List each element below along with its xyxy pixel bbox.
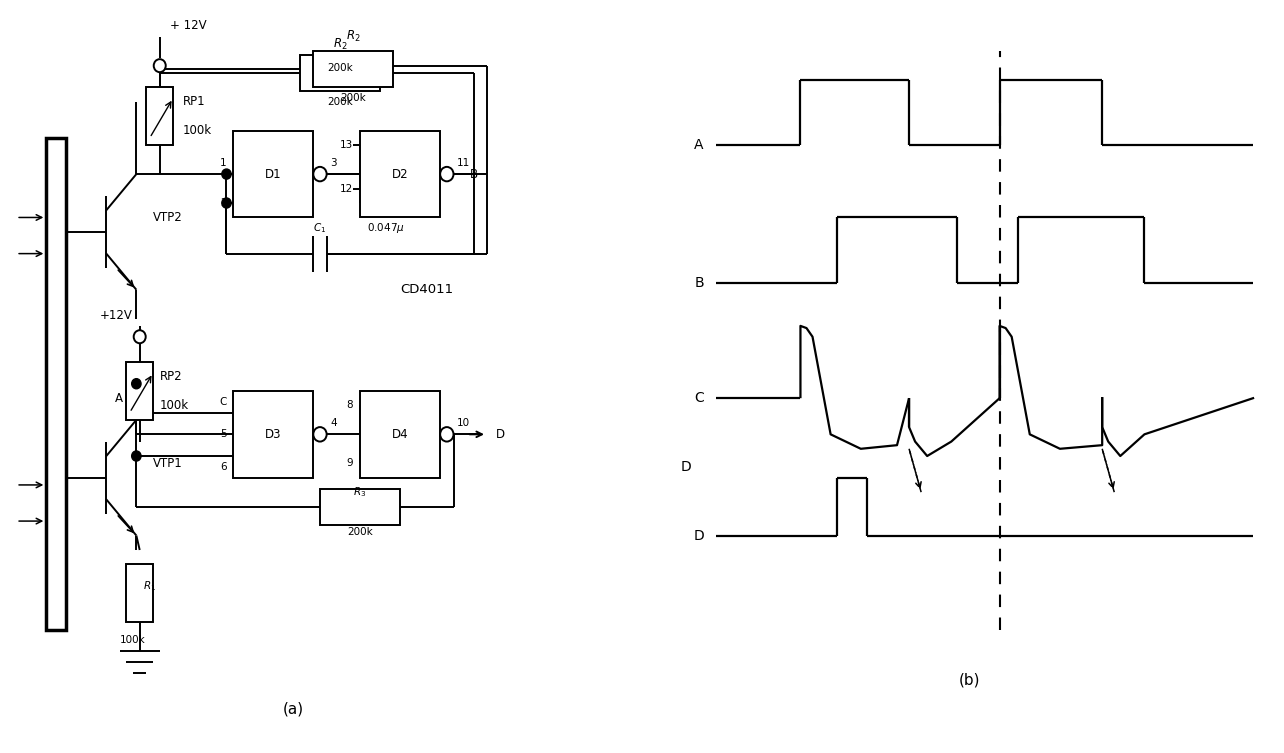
Circle shape: [154, 59, 166, 72]
Text: D: D: [496, 428, 505, 441]
Text: $R_3$: $R_3$: [353, 485, 367, 499]
Bar: [234, 131, 313, 218]
Text: $R_2$: $R_2$: [333, 36, 347, 51]
Bar: [313, 51, 393, 87]
Bar: [300, 55, 380, 91]
Text: VTP2: VTP2: [153, 211, 182, 224]
Bar: [126, 565, 153, 622]
Bar: [320, 489, 401, 525]
Text: B: B: [470, 168, 479, 181]
Text: RP2: RP2: [159, 370, 182, 383]
Text: 100k: 100k: [159, 399, 189, 412]
Text: 8: 8: [347, 401, 353, 410]
Text: D1: D1: [265, 168, 281, 181]
Bar: [234, 391, 313, 477]
Circle shape: [222, 198, 231, 208]
Text: 100k: 100k: [184, 124, 212, 137]
Text: 4: 4: [330, 419, 336, 428]
Text: CD4011: CD4011: [401, 283, 453, 296]
Text: RP1: RP1: [184, 96, 205, 108]
Text: $R_2$: $R_2$: [347, 29, 361, 44]
Text: 100k: 100k: [121, 636, 146, 645]
Text: 200k: 200k: [327, 97, 353, 107]
Text: 200k: 200k: [327, 63, 353, 73]
Text: D: D: [693, 529, 704, 542]
Text: VTP1: VTP1: [153, 457, 182, 470]
Text: + 12V: + 12V: [169, 20, 207, 32]
Text: 200k: 200k: [347, 527, 372, 537]
Bar: [360, 131, 440, 218]
Text: A: A: [695, 139, 704, 152]
Text: (a): (a): [282, 702, 304, 717]
Circle shape: [313, 167, 326, 181]
Bar: [46, 138, 67, 630]
Circle shape: [440, 427, 453, 441]
Text: 13: 13: [340, 140, 353, 150]
Text: $0.047\mu$: $0.047\mu$: [367, 221, 404, 235]
Text: 10: 10: [457, 419, 470, 428]
Text: +12V: +12V: [100, 309, 134, 322]
Text: 11: 11: [457, 158, 470, 168]
Text: 3: 3: [330, 158, 336, 168]
Text: 12: 12: [340, 184, 353, 194]
Text: 5: 5: [220, 429, 226, 439]
Text: D2: D2: [392, 168, 408, 181]
Text: 6: 6: [220, 462, 226, 472]
Text: C: C: [695, 392, 704, 405]
Circle shape: [132, 451, 141, 461]
Text: $C_1$: $C_1$: [313, 221, 326, 235]
Circle shape: [313, 427, 326, 441]
Circle shape: [440, 167, 453, 181]
Text: D3: D3: [265, 428, 281, 441]
Text: 1: 1: [220, 158, 226, 168]
Circle shape: [222, 169, 231, 179]
Text: 2: 2: [220, 198, 226, 208]
Text: C: C: [220, 397, 226, 407]
Text: B: B: [695, 276, 704, 289]
Circle shape: [134, 331, 145, 343]
Text: (b): (b): [959, 672, 980, 687]
Text: D: D: [681, 460, 692, 474]
Bar: [146, 87, 173, 145]
Text: 200k: 200k: [340, 93, 366, 103]
Text: D4: D4: [392, 428, 408, 441]
Bar: [126, 362, 153, 420]
Bar: [360, 391, 440, 477]
Circle shape: [132, 379, 141, 389]
Text: A: A: [116, 392, 123, 404]
Text: $R_1$: $R_1$: [143, 579, 157, 593]
Text: 9: 9: [347, 459, 353, 468]
